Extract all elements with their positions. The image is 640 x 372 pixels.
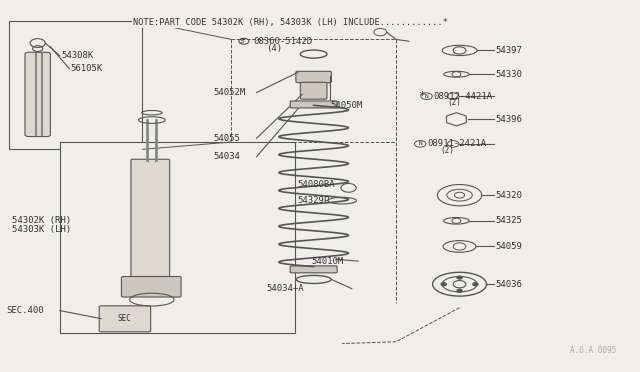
Text: S: S: [239, 38, 243, 44]
FancyBboxPatch shape: [296, 71, 332, 83]
FancyBboxPatch shape: [60, 142, 294, 333]
Text: 54303K (LH): 54303K (LH): [12, 225, 72, 234]
Text: A.0.A 0095: A.0.A 0095: [570, 346, 616, 355]
Text: 54397: 54397: [496, 46, 523, 55]
FancyBboxPatch shape: [290, 101, 337, 108]
FancyBboxPatch shape: [131, 159, 170, 290]
Text: 54080BA: 54080BA: [298, 180, 335, 189]
Text: 08912-4421A: 08912-4421A: [433, 92, 493, 101]
Text: 56105K: 56105K: [70, 64, 103, 73]
Text: NOTE:PART CODE 54302K (RH), 54303K (LH) INCLUDE............*: NOTE:PART CODE 54302K (RH), 54303K (LH) …: [133, 19, 448, 28]
Text: 54050M: 54050M: [331, 101, 363, 110]
FancyBboxPatch shape: [9, 21, 142, 149]
Text: 54330: 54330: [496, 70, 523, 79]
Text: (2): (2): [440, 146, 454, 155]
Text: 54034: 54034: [213, 152, 240, 161]
Text: 54010M: 54010M: [312, 257, 344, 266]
FancyBboxPatch shape: [99, 306, 150, 332]
Text: (4): (4): [266, 44, 282, 53]
Text: (2): (2): [447, 98, 461, 107]
Text: 54325: 54325: [496, 216, 523, 225]
Text: SEC.400: SEC.400: [6, 306, 44, 315]
Text: *: *: [419, 91, 425, 101]
Text: 54034+A: 54034+A: [266, 284, 304, 293]
Text: 54059: 54059: [496, 242, 523, 251]
FancyBboxPatch shape: [290, 266, 337, 273]
Text: 54308K: 54308K: [61, 51, 93, 60]
Text: 54052M: 54052M: [213, 88, 246, 97]
Text: 54320: 54320: [496, 191, 523, 200]
Text: 08911-2421A: 08911-2421A: [428, 140, 486, 148]
Text: 54396: 54396: [496, 115, 523, 124]
Text: N: N: [425, 94, 428, 99]
Text: 54055: 54055: [213, 134, 240, 143]
Circle shape: [457, 289, 462, 292]
Text: N: N: [419, 141, 422, 146]
Text: 54036: 54036: [496, 280, 523, 289]
FancyBboxPatch shape: [300, 82, 327, 99]
Text: SEC: SEC: [118, 314, 132, 323]
Text: 08360-5142D: 08360-5142D: [253, 37, 312, 46]
Circle shape: [441, 283, 446, 286]
Circle shape: [457, 276, 462, 279]
FancyBboxPatch shape: [25, 52, 51, 137]
Text: 54329P: 54329P: [298, 196, 330, 205]
Circle shape: [473, 283, 478, 286]
FancyBboxPatch shape: [122, 276, 181, 297]
Text: 54302K (RH): 54302K (RH): [12, 216, 72, 225]
